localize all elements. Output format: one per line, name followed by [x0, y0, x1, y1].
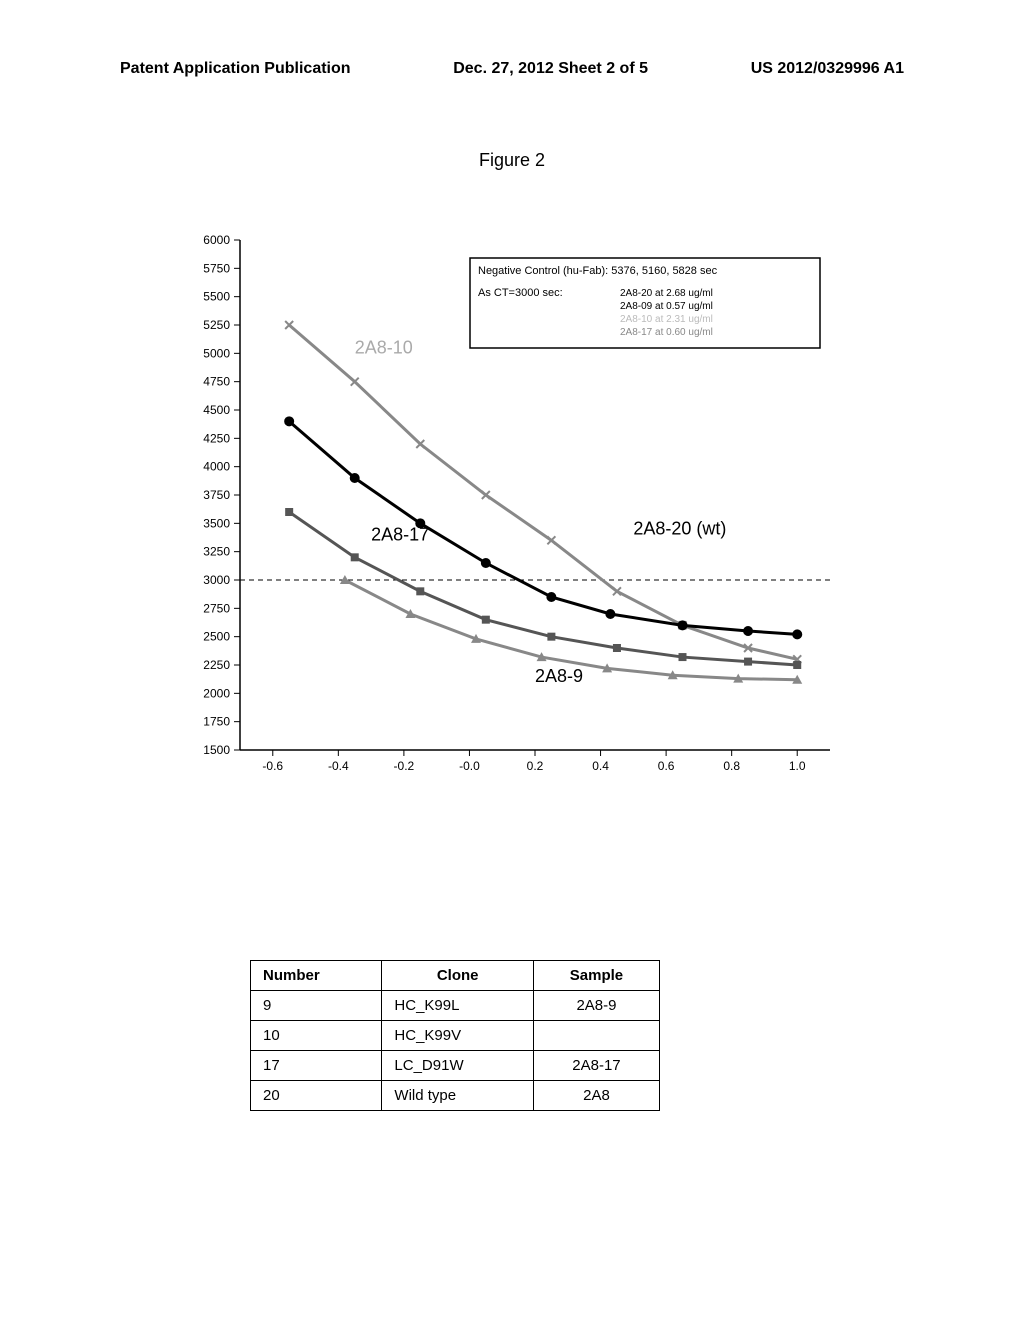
svg-text:3500: 3500: [203, 516, 230, 530]
svg-text:3250: 3250: [203, 545, 230, 559]
svg-text:2A8-20 at 2.68 ug/ml: 2A8-20 at 2.68 ug/ml: [620, 288, 713, 299]
table-cell: LC_D91W: [382, 1051, 534, 1081]
table-cell: 10: [251, 1021, 382, 1051]
svg-text:5750: 5750: [203, 261, 230, 275]
table-cell: 9: [251, 991, 382, 1021]
data-table: NumberCloneSample9HC_K99L2A8-910HC_K99V1…: [250, 960, 660, 1111]
table-cell: HC_K99L: [382, 991, 534, 1021]
svg-text:0.4: 0.4: [592, 759, 609, 773]
chart-svg: 1500 1750 2000 2250 2500 2750 3000 3250 3500 3750…: [170, 230, 850, 790]
svg-text:-0.6: -0.6: [262, 759, 283, 773]
table-row: 9HC_K99L2A8-9: [251, 991, 660, 1021]
table-cell: 20: [251, 1081, 382, 1111]
svg-text:2A8-17: 2A8-17: [371, 524, 429, 544]
svg-text:2A8-9: 2A8-9: [535, 666, 583, 686]
svg-text:-0.4: -0.4: [328, 759, 349, 773]
header-right: US 2012/0329996 A1: [751, 60, 904, 78]
svg-text:4250: 4250: [203, 431, 230, 445]
header-center: Dec. 27, 2012 Sheet 2 of 5: [453, 60, 648, 78]
svg-text:4500: 4500: [203, 403, 230, 417]
svg-text:5500: 5500: [203, 290, 230, 304]
svg-text:1750: 1750: [203, 715, 230, 729]
svg-text:4750: 4750: [203, 375, 230, 389]
svg-text:0.2: 0.2: [527, 759, 544, 773]
svg-text:2250: 2250: [203, 658, 230, 672]
table-row: 17LC_D91W2A8-17: [251, 1051, 660, 1081]
table-cell: 17: [251, 1051, 382, 1081]
table-header: Clone: [382, 961, 534, 991]
table-row: 20Wild type2A8: [251, 1081, 660, 1111]
table-header: Number: [251, 961, 382, 991]
table-cell: [533, 1021, 659, 1051]
header-left: Patent Application Publication: [120, 60, 351, 78]
svg-text:2A8-09 at 0.57 ug/ml: 2A8-09 at 0.57 ug/ml: [620, 301, 713, 312]
svg-text:2500: 2500: [203, 630, 230, 644]
svg-text:5250: 5250: [203, 318, 230, 332]
svg-text:-0.0: -0.0: [459, 759, 480, 773]
svg-text:3000: 3000: [203, 573, 230, 587]
svg-text:Negative Control (hu-Fab): 537: Negative Control (hu-Fab): 5376, 5160, 5…: [478, 265, 718, 277]
table-row: 10HC_K99V: [251, 1021, 660, 1051]
figure-title: Figure 2: [0, 150, 1024, 171]
table-cell: Wild type: [382, 1081, 534, 1111]
table-cell: 2A8: [533, 1081, 659, 1111]
svg-text:0.6: 0.6: [658, 759, 675, 773]
clone-table: NumberCloneSample9HC_K99L2A8-910HC_K99V1…: [250, 960, 660, 1111]
line-chart: 1500 1750 2000 2250 2500 2750 3000 3250 3500 3750…: [170, 230, 850, 790]
svg-text:2750: 2750: [203, 601, 230, 615]
page-header: Patent Application Publication Dec. 27, …: [0, 60, 1024, 78]
svg-text:3750: 3750: [203, 488, 230, 502]
table-cell: 2A8-17: [533, 1051, 659, 1081]
svg-text:5000: 5000: [203, 346, 230, 360]
svg-text:1500: 1500: [203, 743, 230, 757]
table-cell: 2A8-9: [533, 991, 659, 1021]
svg-text:2A8-10 at 2.31 ug/ml: 2A8-10 at 2.31 ug/ml: [620, 314, 713, 325]
svg-text:2A8-17 at 0.60 ug/ml: 2A8-17 at 0.60 ug/ml: [620, 327, 713, 338]
table-cell: HC_K99V: [382, 1021, 534, 1051]
svg-text:As CT=3000 sec:: As CT=3000 sec:: [478, 287, 563, 299]
svg-text:2000: 2000: [203, 686, 230, 700]
svg-text:-0.2: -0.2: [394, 759, 415, 773]
svg-text:2A8-10: 2A8-10: [355, 337, 413, 357]
svg-text:2A8-20 (wt): 2A8-20 (wt): [633, 519, 726, 539]
svg-text:6000: 6000: [203, 233, 230, 247]
svg-text:0.8: 0.8: [723, 759, 740, 773]
svg-text:4000: 4000: [203, 460, 230, 474]
table-header: Sample: [533, 961, 659, 991]
svg-text:1.0: 1.0: [789, 759, 806, 773]
